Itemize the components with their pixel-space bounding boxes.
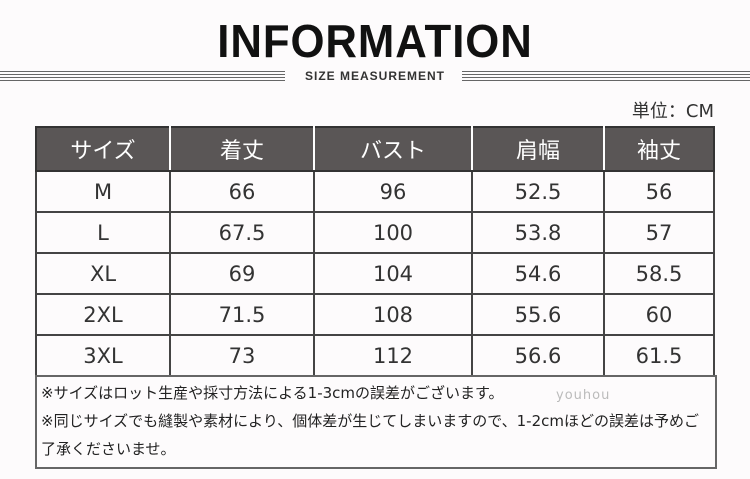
table-row: M 66 96 52.5 56	[35, 170, 715, 213]
table-cell: 2XL	[35, 293, 171, 336]
note-line: ※同じサイズでも縫製や素材により、個体差が生じてしまいますので、1-2cmほどの…	[41, 412, 699, 458]
table-cell: 57	[603, 211, 715, 254]
table-cell: 69	[169, 252, 315, 295]
table-cell: 104	[313, 252, 473, 295]
table-cell: 55.6	[471, 293, 605, 336]
table-header-row: サイズ 着丈 バスト 肩幅 袖丈	[35, 126, 715, 172]
divider-right	[462, 71, 750, 82]
column-header: バスト	[313, 126, 473, 172]
divider-left	[0, 71, 285, 82]
table-cell: 56.6	[471, 334, 605, 377]
table-row: XL 69 104 54.6 58.5	[35, 252, 715, 295]
table-cell: 58.5	[603, 252, 715, 295]
unit-label: 単位：CM	[631, 101, 714, 122]
size-table: サイズ 着丈 バスト 肩幅 袖丈 M 66 96 52.5 56 L 67.5 100 53.8…	[35, 126, 715, 377]
table-row: 2XL 71.5 108 55.6 60	[35, 293, 715, 336]
notes-box: ※サイズはロット生産や採寸方法による1-3cmの誤差がございます。 ※同じサイズ…	[35, 375, 717, 469]
table-cell: XL	[35, 252, 171, 295]
table-cell: 3XL	[35, 334, 171, 377]
section-subtitle: SIZE MEASUREMENT	[304, 69, 445, 83]
table-cell: 56	[603, 170, 715, 213]
note-line: ※サイズはロット生産や採寸方法による1-3cmの誤差がございます。	[41, 384, 504, 402]
page-title: INFORMATION	[217, 15, 533, 67]
column-header: 袖丈	[603, 126, 715, 172]
table-cell: 100	[313, 211, 473, 254]
table-cell: 71.5	[169, 293, 315, 336]
table-cell: 61.5	[603, 334, 715, 377]
table-row: L 67.5 100 53.8 57	[35, 211, 715, 254]
table-cell: 52.5	[471, 170, 605, 213]
table-cell: 96	[313, 170, 473, 213]
table-cell: 112	[313, 334, 473, 377]
table-row: 3XL 73 112 56.6 61.5	[35, 334, 715, 377]
table-cell: 53.8	[471, 211, 605, 254]
table-cell: M	[35, 170, 171, 213]
column-header: 肩幅	[471, 126, 605, 172]
table-cell: 60	[603, 293, 715, 336]
table-cell: L	[35, 211, 171, 254]
column-header: サイズ	[35, 126, 171, 172]
table-cell: 108	[313, 293, 473, 336]
column-header: 着丈	[169, 126, 315, 172]
table-cell: 73	[169, 334, 315, 377]
table-cell: 66	[169, 170, 315, 213]
watermark: youhou	[556, 388, 611, 403]
table-cell: 54.6	[471, 252, 605, 295]
table-cell: 67.5	[169, 211, 315, 254]
